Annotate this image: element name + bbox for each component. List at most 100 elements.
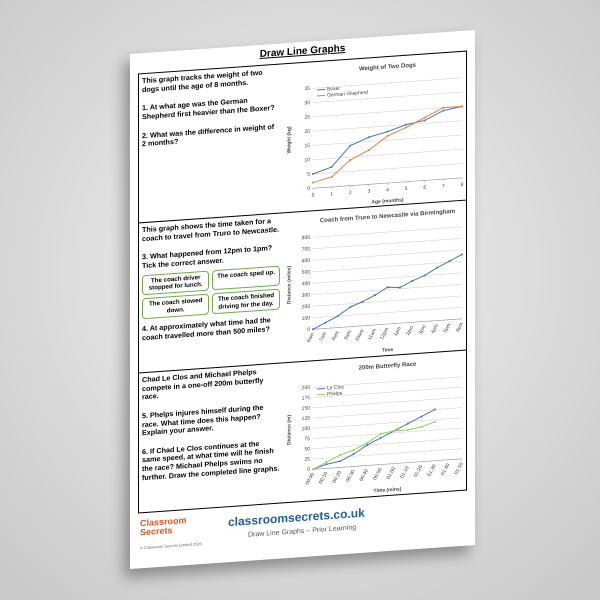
point <box>386 286 389 289</box>
y-tick-label: 15 <box>304 143 310 149</box>
x-tick-label: 00:00 <box>304 472 316 486</box>
logo: Classroom Secrets <box>140 515 187 538</box>
y-tick-label: 175 <box>301 395 310 402</box>
point <box>348 306 351 309</box>
line <box>312 254 462 330</box>
point <box>330 175 333 178</box>
y-tick-label: 50 <box>304 446 310 452</box>
legend-label: Phelps <box>327 391 343 398</box>
x-tick-label: 00:40 <box>358 468 370 482</box>
point <box>442 109 445 112</box>
point <box>404 126 407 129</box>
y-tick-label: 125 <box>301 416 310 423</box>
paragraph: 2. What was the difference in weight of … <box>142 121 275 149</box>
y-tick-label: 200 <box>301 385 310 392</box>
point <box>386 134 389 137</box>
x-tick-label: 01:50 <box>453 461 465 475</box>
x-tick-label: 6 <box>423 185 426 191</box>
y-tick-label: 75 <box>304 436 310 442</box>
grid-line <box>312 284 462 296</box>
x-tick-label: 2pm <box>405 325 415 336</box>
point <box>330 165 333 168</box>
worksheet: Draw Line Graphs This graph tracks the w… <box>130 29 475 570</box>
point <box>311 328 314 331</box>
grid-line <box>312 427 462 439</box>
logo-line: Secrets <box>140 525 173 538</box>
x-axis-label: Time (mins) <box>373 486 401 494</box>
x-tick-label: 5pm <box>442 323 452 334</box>
chart: 200m Butterfly Race 0 25 50 75 100 125 150 175 20… <box>286 362 465 495</box>
x-tick-label: 7am <box>318 331 328 342</box>
point <box>433 420 436 423</box>
option[interactable]: The coach finished driving for the day. <box>212 289 280 315</box>
point <box>423 274 426 277</box>
section: This graph shows the time taken for a co… <box>138 200 467 374</box>
grid-line <box>312 448 462 460</box>
point <box>325 461 328 464</box>
line <box>312 421 435 470</box>
x-tick-label: 7 <box>442 183 445 189</box>
paragraph: Chad Le Clos and Michael Phelps compete … <box>142 367 264 402</box>
point <box>398 286 401 289</box>
x-tick-label: 01:10 <box>399 465 411 479</box>
point <box>420 415 423 418</box>
legend-label: Le Clos <box>327 384 344 391</box>
grid-line <box>312 77 462 89</box>
x-tick-label: 1pm <box>392 326 402 337</box>
y-tick-label: 0 <box>307 467 310 473</box>
point <box>406 428 409 431</box>
legend-swatch <box>316 393 325 396</box>
point <box>311 181 314 184</box>
copyright: © Classroom Secrets Limited 2020 <box>140 541 202 551</box>
paragraph: 1. At what age was the German Shepherd f… <box>142 96 275 122</box>
x-tick-label: 00:50 <box>372 467 384 481</box>
x-tick-label: 00:30 <box>345 469 357 483</box>
option[interactable]: The coach sped up. <box>212 265 280 291</box>
chart-title: Coach from Truro to Newcastle via Birmin… <box>320 209 455 224</box>
x-tick-label: 6pm <box>455 322 465 333</box>
y-tick-label: 800 <box>301 235 310 242</box>
point <box>423 116 426 119</box>
point <box>352 453 355 456</box>
point <box>361 300 364 303</box>
point <box>325 463 328 466</box>
point <box>338 454 341 457</box>
y-tick-label: 25 <box>304 457 310 463</box>
y-tick-label: 500 <box>301 269 310 276</box>
grid-line <box>312 376 462 388</box>
point <box>460 105 463 108</box>
grid-line <box>312 397 462 409</box>
grid-line <box>312 226 462 238</box>
point <box>386 130 389 133</box>
grid-line <box>312 91 462 103</box>
chart-title: 200m Butterfly Race <box>358 362 416 372</box>
paragraph: This graph tracks the weight of two dogs… <box>142 67 263 94</box>
section: This graph tracks the weight of two dogs… <box>138 50 467 224</box>
point <box>460 253 463 256</box>
paragraph: 4. At approximately what time had the co… <box>142 315 271 343</box>
point <box>433 408 436 411</box>
point <box>379 436 382 439</box>
point <box>411 279 414 282</box>
y-tick-label: 20 <box>304 129 310 135</box>
point <box>365 441 368 444</box>
point <box>404 123 407 126</box>
option[interactable]: The coach slowed down. <box>142 293 210 320</box>
grid-line <box>312 386 462 398</box>
legend-swatch <box>316 387 325 390</box>
x-tick-label: 11am <box>366 328 377 342</box>
point <box>423 119 426 122</box>
grid-line <box>312 261 462 273</box>
y-tick-label: 150 <box>301 405 310 412</box>
chart-title: Weight of Two Dogs <box>359 63 417 73</box>
y-tick-label: 25 <box>304 114 310 120</box>
option[interactable]: The coach driver stopped for lunch. <box>142 270 210 296</box>
section-text: This graph shows the time taken for a co… <box>139 213 283 372</box>
point <box>420 425 423 428</box>
x-axis <box>312 458 462 470</box>
line <box>312 105 462 184</box>
y-tick-label: 0 <box>307 327 310 333</box>
y-tick-label: 400 <box>301 281 310 288</box>
y-tick-label: 0 <box>307 186 310 192</box>
y-tick-label: 10 <box>304 157 310 163</box>
